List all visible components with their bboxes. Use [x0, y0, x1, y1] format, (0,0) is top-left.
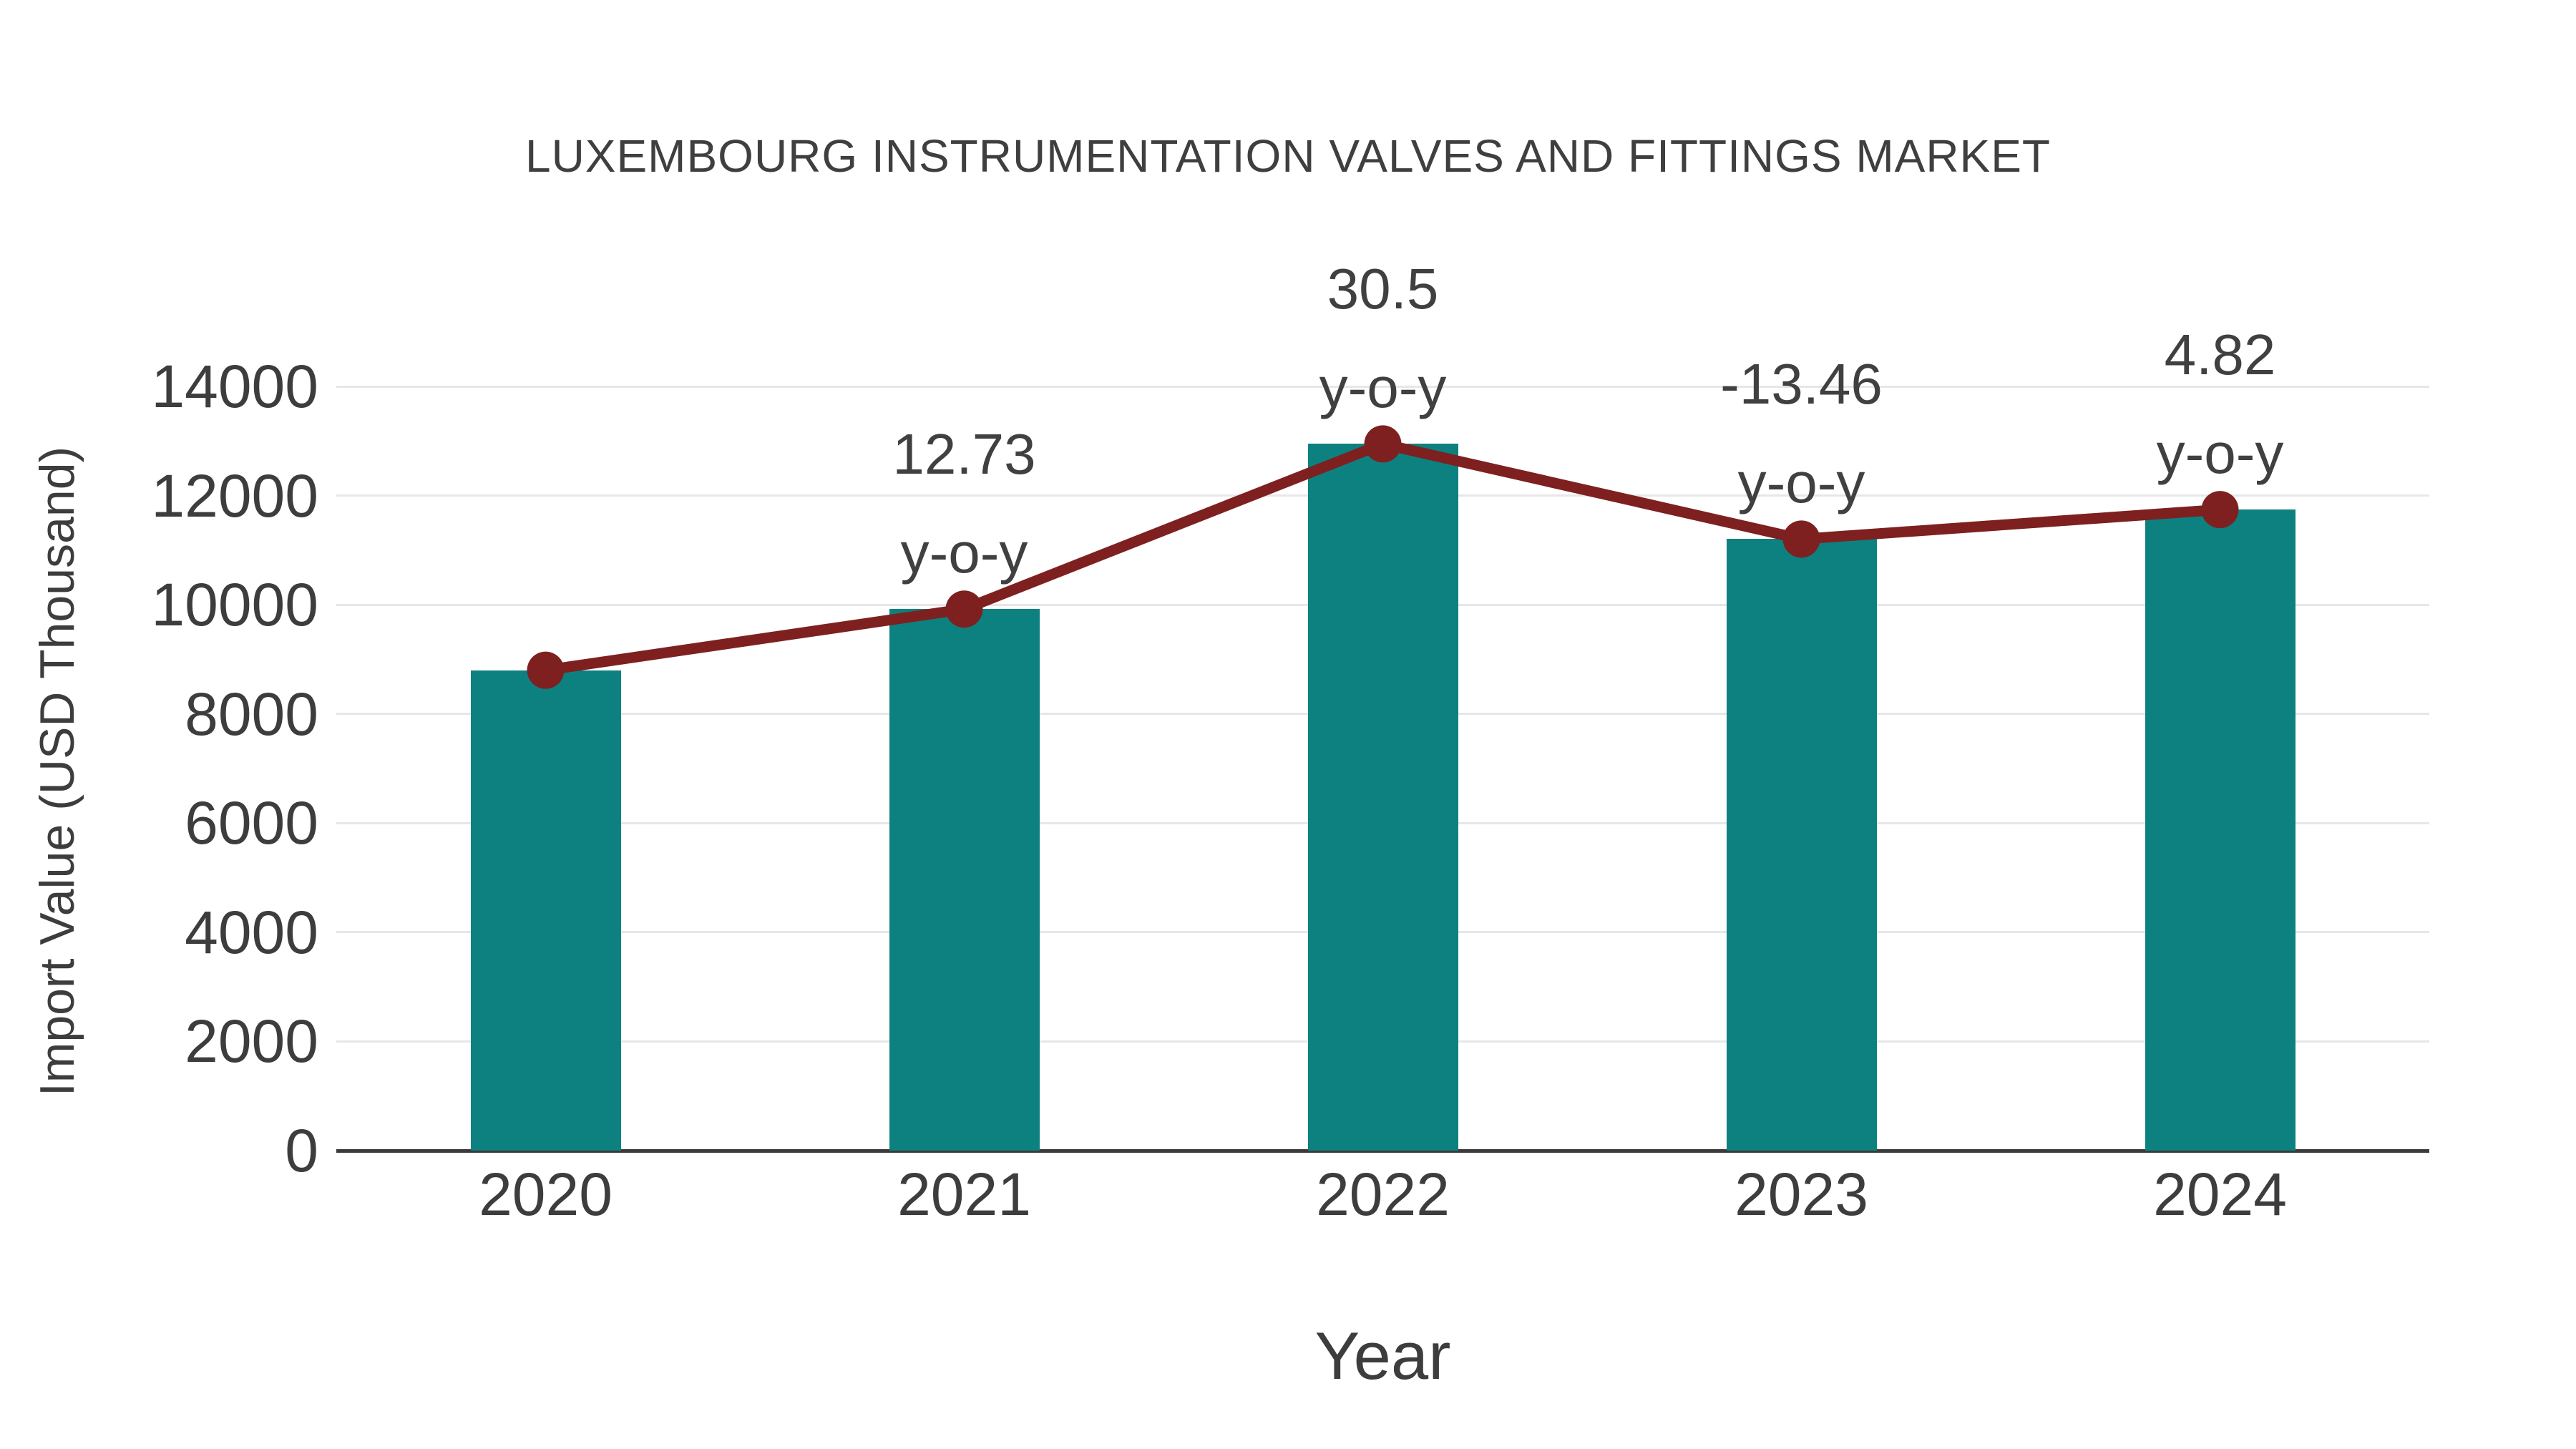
marker-2022: [1364, 425, 1402, 463]
trend-line-layer: [527, 425, 2239, 689]
x-axis-title: Year: [1314, 1318, 1451, 1393]
marker-2020: [527, 651, 565, 689]
bar-2021: [889, 609, 1040, 1151]
bar-2022: [1307, 444, 1458, 1151]
bar-2023: [1726, 539, 1877, 1151]
bar-2020: [470, 670, 621, 1151]
y-tick-2000: 2000: [185, 1008, 318, 1075]
x-tick-2020: 2020: [479, 1161, 613, 1228]
x-tick-2023: 2023: [1735, 1161, 1868, 1228]
marker-2023: [1782, 520, 1820, 558]
x-tick-2022: 2022: [1316, 1161, 1450, 1228]
marker-2021: [945, 590, 983, 628]
y-tick-6000: 6000: [185, 789, 318, 857]
annotation-value: 30.5: [1327, 257, 1439, 321]
y-tick-10000: 10000: [151, 571, 318, 639]
annotation-2021: 12.73 y-o-y: [892, 405, 1035, 602]
annotation-2024: 4.82 y-o-y: [2157, 306, 2284, 503]
annotation-suffix: y-o-y: [1737, 451, 1865, 515]
chart-title: LUXEMBOURG INSTRUMENTATION VALVES AND FI…: [525, 130, 2051, 182]
y-tick-12000: 12000: [151, 462, 318, 530]
trend-line: [545, 438, 2221, 676]
marker-2024: [2201, 491, 2239, 529]
y-tick-8000: 8000: [185, 680, 318, 748]
y-tick-14000: 14000: [151, 353, 318, 420]
annotation-2022: 30.5 y-o-y: [1319, 240, 1447, 437]
gridline-14000: [336, 385, 2429, 388]
x-tick-2024: 2024: [2153, 1161, 2287, 1228]
annotation-suffix: y-o-y: [1319, 356, 1447, 420]
bar-2024: [2145, 509, 2296, 1151]
annotation-value: 4.82: [2164, 323, 2276, 387]
annotation-suffix: y-o-y: [2156, 421, 2284, 486]
x-tick-2021: 2021: [897, 1161, 1031, 1228]
annotation-value: 12.73: [892, 422, 1036, 487]
x-axis-line: [336, 1149, 2429, 1153]
annotation-2023: -13.46 y-o-y: [1720, 335, 1883, 532]
annotation-suffix: y-o-y: [900, 521, 1028, 585]
y-tick-0: 0: [285, 1117, 318, 1184]
annotation-value: -13.46: [1720, 352, 1883, 416]
y-tick-4000: 4000: [185, 898, 318, 966]
